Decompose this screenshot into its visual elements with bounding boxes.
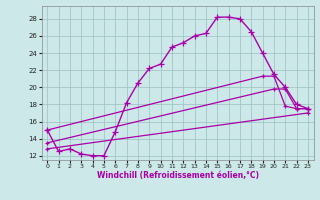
X-axis label: Windchill (Refroidissement éolien,°C): Windchill (Refroidissement éolien,°C) bbox=[97, 171, 259, 180]
